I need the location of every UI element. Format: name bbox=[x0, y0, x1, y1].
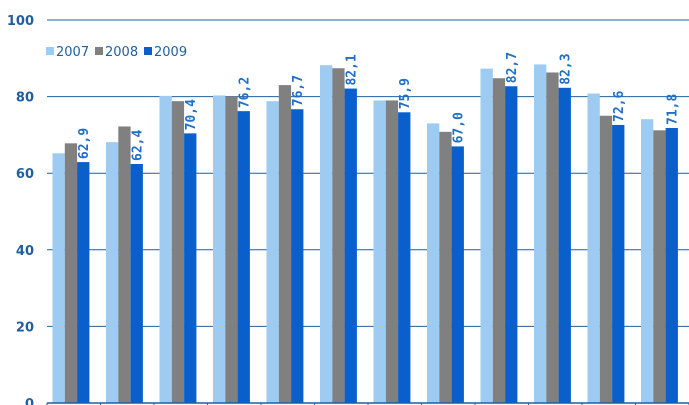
bar-2007-2 bbox=[106, 142, 119, 403]
data-label-9: 82,7 bbox=[505, 52, 520, 83]
bar-2009-9 bbox=[505, 86, 518, 403]
legend: 2007 2008 2009 bbox=[46, 45, 187, 60]
bar-2008-7 bbox=[385, 100, 399, 404]
bar-2009-4 bbox=[237, 111, 250, 404]
legend-swatch-2008 bbox=[95, 47, 103, 55]
bar-2009-10 bbox=[558, 87, 571, 403]
bar-2009-2 bbox=[130, 164, 143, 403]
bar-2009-6 bbox=[344, 88, 357, 403]
bar-2007-9 bbox=[480, 68, 493, 404]
data-label-10: 82,3 bbox=[558, 53, 573, 84]
data-label-7: 75,9 bbox=[398, 78, 413, 109]
bar-2009-11 bbox=[612, 124, 625, 403]
bar-2008-10 bbox=[546, 72, 559, 403]
legend-label-2007: 2007 bbox=[56, 45, 89, 60]
bar-2007-10 bbox=[534, 64, 547, 403]
bar-2007-1 bbox=[52, 153, 65, 403]
bar-2007-11 bbox=[587, 93, 600, 403]
legend-swatch-2007 bbox=[46, 47, 54, 55]
bar-2009-3 bbox=[184, 133, 197, 404]
bar-2007-8 bbox=[427, 123, 440, 403]
bar-2007-4 bbox=[213, 95, 226, 404]
x-axis-ticks bbox=[46, 403, 689, 405]
legend-label-2009: 2009 bbox=[154, 45, 187, 60]
bar-2009-12 bbox=[665, 128, 678, 404]
bar-2008-3 bbox=[171, 101, 185, 404]
bar-2008-9 bbox=[492, 78, 506, 403]
bar-2009-1 bbox=[77, 162, 90, 403]
bar-2008-12 bbox=[653, 130, 666, 403]
bar-2008-1 bbox=[64, 143, 78, 404]
y-tick-label-20: 20 bbox=[16, 320, 34, 335]
data-label-12: 71,8 bbox=[665, 94, 680, 125]
data-label-1: 62,9 bbox=[77, 128, 92, 159]
bar-2008-4 bbox=[225, 96, 238, 403]
bars bbox=[52, 64, 678, 404]
bar-2008-6 bbox=[332, 68, 345, 404]
bar-2007-6 bbox=[320, 65, 333, 403]
data-label-8: 67,0 bbox=[451, 112, 466, 143]
data-labels: 62,9 62,4 70,4 76,2 76,7 82,1 75,9 67,0 82,7 82,3… bbox=[77, 52, 681, 161]
legend-label-2008: 2008 bbox=[105, 45, 138, 60]
y-tick-label-60: 60 bbox=[16, 167, 34, 182]
y-tick-label-100: 100 bbox=[7, 14, 34, 29]
data-label-4: 76,2 bbox=[237, 77, 252, 108]
bar-2008-11 bbox=[599, 115, 613, 403]
data-label-3: 70,4 bbox=[184, 99, 199, 130]
data-label-6: 82,1 bbox=[344, 54, 359, 85]
bar-2007-12 bbox=[641, 119, 654, 404]
bar-2009-7 bbox=[398, 112, 411, 403]
bar-2009-5 bbox=[291, 109, 304, 403]
bar-2008-8 bbox=[439, 131, 452, 403]
grid-lines bbox=[47, 19, 689, 327]
data-label-5: 76,7 bbox=[291, 75, 306, 106]
bar-2009-8 bbox=[451, 146, 464, 403]
bar-2007-5 bbox=[266, 101, 279, 404]
y-tick-label-40: 40 bbox=[16, 244, 34, 259]
data-label-11: 72,6 bbox=[612, 90, 627, 121]
bar-2007-7 bbox=[373, 100, 386, 404]
legend-swatch-2009 bbox=[144, 47, 152, 55]
bar-2007-3 bbox=[159, 95, 172, 404]
y-tick-label-80: 80 bbox=[16, 91, 34, 106]
y-axis-tick-labels: 0 20 40 60 80 100 bbox=[7, 14, 34, 405]
bar-2008-5 bbox=[278, 85, 292, 404]
bar-2008-2 bbox=[118, 126, 131, 403]
data-label-2: 62,4 bbox=[130, 130, 145, 161]
y-tick-label-0: 0 bbox=[25, 397, 34, 405]
